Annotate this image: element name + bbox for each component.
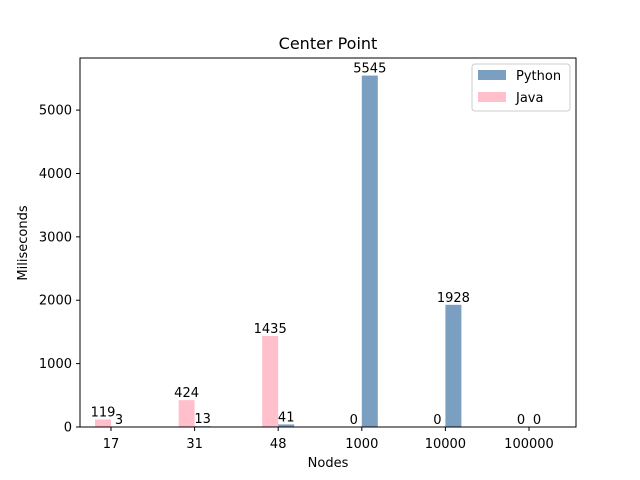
y-tick-label: 2000 <box>39 294 72 309</box>
bar-value-label: 5545 <box>353 62 386 77</box>
y-tick-label: 1000 <box>39 357 72 372</box>
bar-value-label: 119 <box>91 405 116 420</box>
x-tick-label: 31 <box>186 437 203 452</box>
bar-java <box>95 419 111 427</box>
y-tick-label: 4000 <box>39 167 72 182</box>
bar-java <box>262 336 279 427</box>
bar-value-label: 13 <box>194 412 211 427</box>
legend-swatch-java <box>478 92 506 102</box>
bar-value-label: 41 <box>278 410 295 425</box>
y-axis-title: Miliseconds <box>16 205 31 280</box>
x-axis-title: Nodes <box>308 456 349 471</box>
x-tick-label: 100000 <box>504 437 554 452</box>
x-tick-label: 1000 <box>345 437 378 452</box>
y-tick-label: 5000 <box>39 104 72 119</box>
bar-python <box>278 424 295 427</box>
bar-value-label: 1435 <box>254 322 287 337</box>
bar-java <box>178 400 195 427</box>
bar-python <box>361 75 378 427</box>
x-tick-label: 17 <box>103 437 120 452</box>
y-tick-label: 0 <box>64 421 72 436</box>
bar-value-label: 0 <box>433 413 441 428</box>
plot-frame <box>79 57 577 428</box>
bar-value-label: 0 <box>517 413 525 428</box>
x-tick-label: 10000 <box>425 437 466 452</box>
bar-value-label: 0 <box>350 413 358 428</box>
bar-value-label: 0 <box>533 413 541 428</box>
bar-python <box>445 304 462 427</box>
chart-title: Center Point <box>279 34 378 53</box>
legend: Python Java <box>471 63 571 112</box>
y-tick-label: 3000 <box>39 230 72 245</box>
legend-swatch-python <box>478 70 506 80</box>
bar-value-label: 1928 <box>437 291 470 306</box>
x-tick-label: 48 <box>270 437 287 452</box>
legend-label-python: Python <box>516 69 561 84</box>
bar-value-label: 3 <box>115 413 123 428</box>
bar-value-label: 424 <box>174 386 199 401</box>
legend-label-java: Java <box>515 91 543 106</box>
